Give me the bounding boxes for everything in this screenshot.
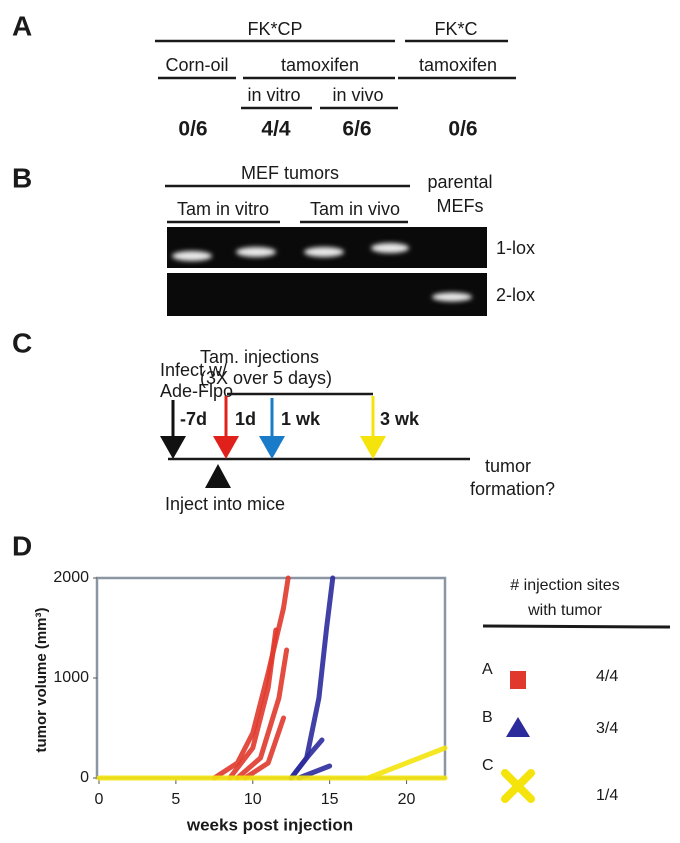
panel-label: A (12, 10, 32, 41)
injection-label: (3X over 5 days) (200, 368, 332, 388)
y-tick-label: 1000 (53, 669, 89, 686)
inject-label: Inject into mice (165, 494, 285, 514)
series-line (227, 627, 279, 781)
legend-label: B (482, 709, 493, 726)
legend-marker (501, 769, 535, 803)
x-axis-label: weeks post injection (186, 815, 353, 834)
legend-marker (510, 671, 526, 689)
result: 4/4 (261, 118, 291, 141)
x-tick-label: 5 (171, 791, 180, 808)
infect-label: Ade-Flpo (160, 381, 233, 401)
infect-label: Infect w/ (160, 360, 227, 380)
x-tick-label: 15 (321, 791, 339, 808)
arrow (205, 464, 231, 488)
result: 6/6 (342, 118, 371, 141)
control-label: MEFs (437, 196, 484, 216)
y-tick-label: 2000 (53, 569, 89, 586)
group-label: FK*CP (247, 19, 302, 39)
band-label: 2-lox (496, 285, 535, 305)
series-line (288, 737, 325, 781)
panel-label: D (12, 530, 32, 561)
timepoint: 1d (235, 409, 256, 429)
legend-title: with tumor (527, 602, 602, 619)
legend-rule (482, 624, 671, 629)
arrow (259, 436, 285, 459)
result: 0/6 (178, 118, 207, 141)
subtreatment-label: in vitro (247, 85, 300, 105)
control-label: parental (427, 172, 492, 192)
x-tick-label: 20 (398, 791, 416, 808)
legend-label: C (482, 757, 494, 774)
treatment-label: tamoxifen (419, 55, 497, 75)
result: 0/6 (448, 118, 477, 141)
panel-b: B MEF tumors Tam in vitro Tam in vivo pa… (12, 162, 535, 316)
legend-ratio: 1/4 (596, 787, 618, 804)
series-line (211, 575, 291, 781)
panel-a: A FK*CP FK*C Corn-oil tamoxifen tamoxife… (12, 10, 516, 141)
legend-marker (506, 717, 530, 737)
treatment-label: Corn-oil (165, 55, 228, 75)
legend-title: # injection sites (510, 577, 619, 594)
gel-bands (172, 243, 472, 302)
timepoint: 1 wk (281, 409, 321, 429)
x-tick-label: 10 (244, 791, 262, 808)
arrow (160, 436, 186, 459)
series-line (234, 647, 290, 781)
panel-label: C (12, 327, 32, 358)
panel-c: C Infect w/ Ade-Flpo Tam. injections (3X… (12, 327, 555, 513)
legend-ratio: 3/4 (596, 720, 618, 737)
injection-label: Tam. injections (200, 347, 319, 367)
band-label: 1-lox (496, 238, 535, 258)
treatment-label: tamoxifen (281, 55, 359, 75)
group-label: FK*C (434, 19, 477, 39)
y-tick-label: 0 (80, 769, 89, 786)
timepoint: 3 wk (380, 409, 420, 429)
panel-label: B (12, 162, 32, 193)
outcome-label: tumor (485, 456, 531, 476)
legend-label: A (482, 661, 493, 678)
subgroup-label: Tam in vivo (310, 199, 400, 219)
series-line (242, 715, 287, 781)
x-tick-label: 0 (95, 791, 104, 808)
gel (167, 273, 487, 316)
arrow (360, 436, 386, 459)
series-line (365, 745, 448, 781)
legend-ratio: 4/4 (596, 668, 618, 685)
y-axis-label: tumor volume (mm³) (33, 607, 50, 752)
group-label: MEF tumors (241, 163, 339, 183)
panel-d: D weeks post injection tumor volume (mm³… (12, 530, 671, 834)
arrow (213, 436, 239, 459)
timepoint: -7d (180, 409, 207, 429)
outcome-label: formation? (470, 479, 555, 499)
subtreatment-label: in vivo (332, 85, 383, 105)
subgroup-label: Tam in vitro (177, 199, 269, 219)
